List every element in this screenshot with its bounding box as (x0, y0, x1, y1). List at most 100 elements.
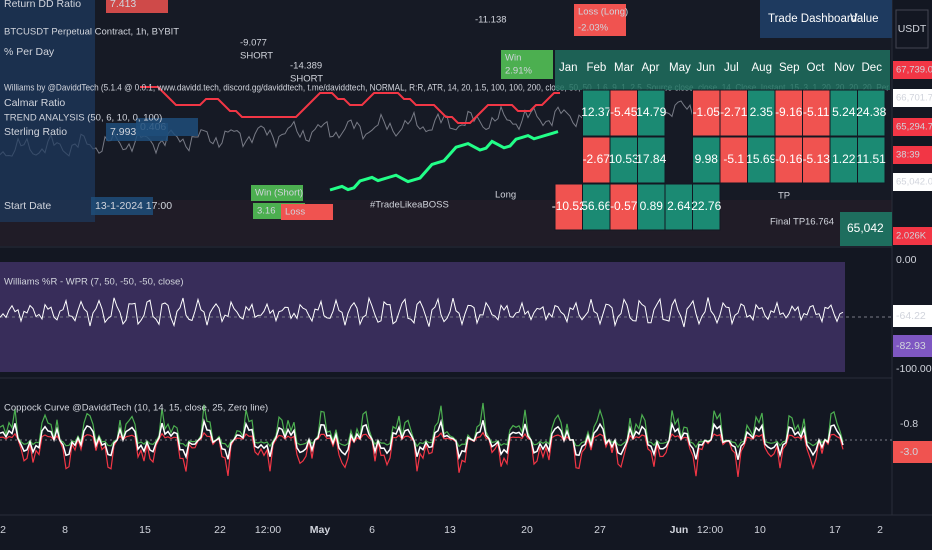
panel-label: Return DD Ratio (4, 0, 81, 10)
dashboard-value: 65,042 (847, 221, 884, 235)
wpr-label: -64.22 (896, 310, 926, 322)
price-label: 66,701.7 (896, 93, 932, 104)
trade-label: #TradeLikeaBOSS (370, 200, 449, 211)
trade-label: Final TP (770, 217, 805, 228)
panel-value-cell (106, 123, 168, 141)
dashboard-cell (840, 212, 892, 246)
trade-label: SHORT (290, 74, 323, 85)
month-value: -1.05 (693, 105, 721, 119)
currency: USDT (898, 23, 927, 35)
trade-label: TP (778, 191, 790, 202)
panel-value: 7.413 (110, 0, 136, 10)
month-value: 5.24 (832, 105, 856, 119)
panel-value-cell (91, 197, 153, 215)
time-label: 2 (877, 524, 883, 536)
month-value: -10.52 (552, 199, 586, 213)
month-header: May (669, 62, 691, 74)
price-tag (893, 61, 932, 79)
month-value: -5.13 (803, 152, 831, 166)
time-label: 17 (829, 524, 841, 536)
month-value: -2.71 (720, 105, 748, 119)
trade-box (574, 20, 626, 36)
price-label: 65,294.7 (896, 122, 932, 133)
price-tag (893, 173, 932, 191)
trade-label: -9.077 (240, 38, 267, 49)
month-value: -5.11 (803, 105, 830, 119)
month-header: Mar (614, 62, 634, 74)
trade-label: Win (Short) (255, 188, 303, 199)
wpr-tag (893, 305, 932, 327)
dashboard-title: Trade Dashboard (768, 13, 857, 25)
month-cell (692, 183, 721, 231)
price-label: 67,739.0 (896, 65, 932, 76)
month-cell (582, 89, 611, 137)
month-value: -5.1 (723, 152, 744, 166)
currency-box (895, 9, 929, 49)
trade-label: Win (505, 53, 521, 64)
coppock-line (0, 418, 844, 461)
trend-line-green (329, 130, 559, 192)
time-label: 10 (754, 524, 766, 536)
time-label: 27 (594, 524, 606, 536)
left-panel (0, 0, 95, 222)
time-label: 15 (139, 524, 151, 536)
month-value: 2.64 (667, 199, 691, 213)
wpr-label: -82.93 (896, 340, 926, 352)
month-cell (664, 183, 693, 231)
month-cell (857, 89, 886, 137)
month-value: 56.66 (581, 199, 611, 213)
table-header (555, 50, 890, 90)
month-value: 24.38 (856, 105, 886, 119)
time-label: 12:00 (697, 524, 723, 536)
month-value: -2.67 (583, 152, 611, 166)
panel-value-cell (106, 0, 168, 13)
panel-label: Sterling Ratio (4, 126, 67, 138)
time-label: 2 (0, 524, 6, 536)
trade-label: -11.138 (475, 15, 507, 26)
month-header: Jan (559, 62, 578, 74)
month-header: Nov (834, 62, 855, 74)
month-value: 12.37 (581, 105, 611, 119)
time-label: 20 (521, 524, 533, 536)
labels: Return DD Ratio % Per Day Calmar Ratio Ster… (0, 0, 932, 536)
month-header: Aug (752, 62, 772, 74)
trade-label: 3.16 (257, 206, 276, 217)
time-label: 8 (62, 524, 68, 536)
month-cell (637, 183, 666, 231)
coppock-tag (893, 441, 932, 463)
strategy-legend: Williams by @DaviddTech (5.1.4 @ 0.0.1, … (4, 83, 889, 94)
month-header: Oct (807, 62, 826, 74)
price-label: 38:39 (896, 150, 920, 161)
month-cell (857, 136, 886, 184)
panel-value: 13-1-2024 17:00 (95, 200, 172, 212)
trade-box (574, 4, 626, 20)
panel-value: 7.993 (110, 126, 136, 138)
panel-label: Start Date (4, 200, 51, 212)
time-label: 13 (444, 524, 456, 536)
month-value: 17.84 (636, 152, 666, 166)
time-label: Jun (670, 524, 689, 536)
wpr-label: 0.00 (896, 254, 917, 266)
trade-box (251, 185, 303, 201)
month-value: 1.22 (832, 152, 856, 166)
coppock-up (0, 402, 844, 449)
trade-box (501, 50, 553, 66)
time-label: May (310, 524, 331, 536)
month-value: -9.16 (775, 105, 803, 119)
month-header: Jun (697, 62, 716, 74)
month-cell (582, 136, 611, 184)
coppock-down (0, 431, 844, 477)
trade-label: -14.389 (290, 61, 322, 72)
month-cell (774, 89, 803, 137)
month-header: Feb (587, 62, 607, 74)
wpr-tag (893, 335, 932, 357)
trade-label: -2.03% (578, 23, 609, 34)
price-tag (893, 89, 932, 107)
decor (0, 86, 892, 477)
month-value: 22.76 (691, 199, 721, 213)
month-header: Sep (779, 62, 799, 74)
time-label: 6 (369, 524, 375, 536)
panel-label: Calmar Ratio (4, 97, 65, 109)
month-value: 2.35 (750, 105, 774, 119)
